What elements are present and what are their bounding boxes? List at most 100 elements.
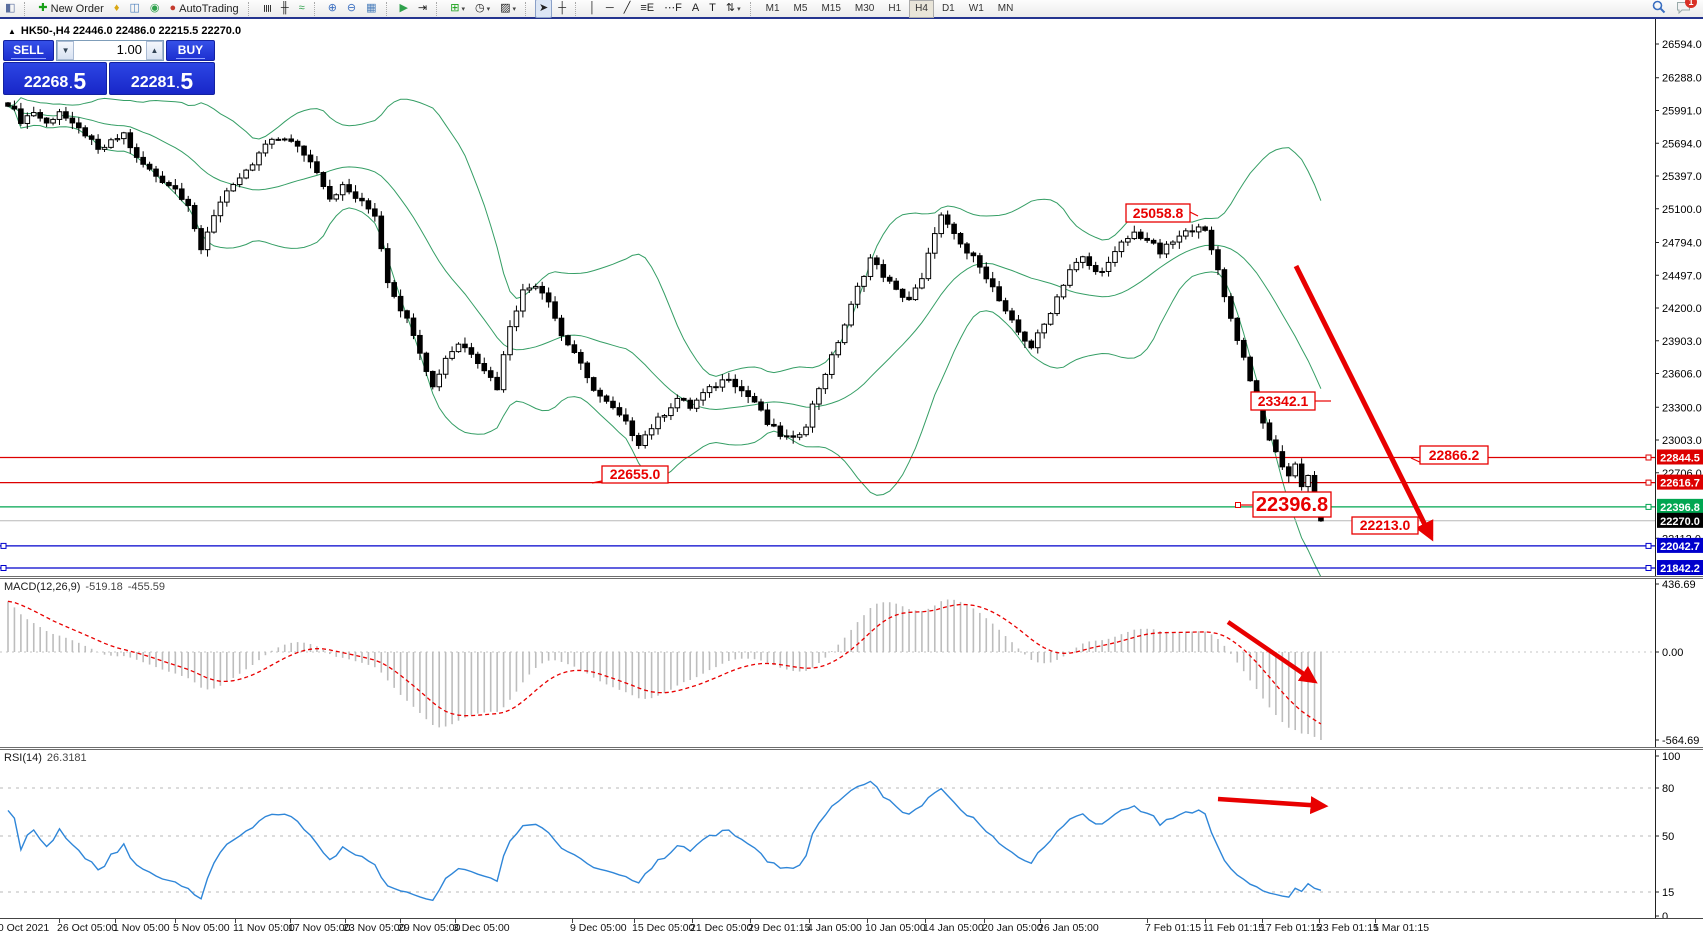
time-label: 11 Feb 01:15 [1203, 922, 1265, 934]
time-label: 15 Dec 05:00 [632, 922, 695, 934]
time-label: 26 Oct 05:00 [57, 922, 118, 934]
line-handle[interactable] [1645, 479, 1652, 486]
crosshair-tool[interactable]: ┼ [558, 2, 567, 14]
price-annotation[interactable] [1125, 203, 1191, 223]
svg-text:22396.8: 22396.8 [1660, 502, 1700, 514]
svg-text:23342.1: 23342.1 [1258, 393, 1309, 409]
autotrading-button[interactable]: ● AutoTrading [169, 2, 239, 15]
auto-scroll-icon[interactable]: ▶ [399, 2, 409, 14]
chart-window: 26594.0 26288.0 25991.0 25694.0 25397.0 25100… [0, 19, 1703, 937]
equidistant-channel-tool[interactable]: ≡E [640, 2, 655, 14]
bar-chart-icon[interactable]: ≣ [260, 3, 273, 14]
timeframe-w1[interactable]: W1 [968, 3, 984, 14]
zoom-in-icon[interactable]: ⊕ [327, 2, 337, 14]
periods-icon[interactable]: ◷ ▾ [474, 2, 491, 14]
price-annotation[interactable] [1351, 516, 1419, 535]
toolbar-separator [385, 1, 392, 16]
time-axis[interactable]: 20 Oct 2021 26 Oct 05:001 Nov 05:005 Nov … [0, 918, 1703, 937]
svg-text:23606.0: 23606.0 [1662, 369, 1702, 381]
time-label: 29 Dec 01:15 [748, 922, 811, 934]
line-handle[interactable] [1645, 503, 1652, 510]
price-chart-pane[interactable]: 26594.0 26288.0 25991.0 25694.0 25397.0 25100… [0, 19, 1703, 576]
vertical-line-tool[interactable]: │ [589, 2, 596, 14]
search-icon[interactable] [1652, 0, 1666, 17]
trend-arrow[interactable] [1293, 264, 1434, 542]
price-annotation[interactable] [1419, 445, 1489, 465]
svg-text:25991.0: 25991.0 [1662, 105, 1702, 117]
toolbar-separator [313, 1, 320, 16]
trend-arrow[interactable] [1226, 620, 1318, 684]
mql-diamond-icon[interactable]: ♦ [113, 2, 120, 14]
cursor-tool[interactable]: ➤ [535, 0, 553, 18]
line-chart-icon[interactable]: ≈ [298, 2, 305, 14]
line-handle[interactable] [1645, 542, 1652, 549]
volume-input[interactable]: 1.00 [116, 42, 142, 57]
one-click-trading-panel: SELL ▼ 1.00 ▲ BUY 22268. 5 22281. 5 [3, 40, 215, 95]
signals-icon[interactable]: ◉ [149, 2, 160, 14]
time-tick [1262, 919, 1263, 923]
timeframe-m1[interactable]: M1 [765, 3, 780, 14]
rsi-chart: 100 80 50 15 0 [0, 750, 1680, 918]
svg-text:26288.0: 26288.0 [1662, 73, 1702, 85]
notifications-icon[interactable]: 1 [1676, 0, 1697, 17]
horizontal-line-tool[interactable]: ─ [605, 2, 614, 14]
new-chart-icon[interactable]: ⊞ ▾ [450, 2, 465, 14]
timeframe-m15[interactable]: M15 [821, 3, 841, 14]
chart-window-icon[interactable]: ◫ [129, 2, 140, 14]
trend-arrow[interactable] [1217, 796, 1329, 815]
rsi-indicator-pane[interactable]: 100 80 50 15 0 RSI(14) 26.3181 [0, 747, 1703, 918]
timeframe-m5[interactable]: M5 [793, 3, 808, 14]
timeframe-h4[interactable]: H4 [909, 0, 934, 18]
candlestick-chart-icon[interactable]: ╫ [280, 2, 289, 14]
timeframe-m30[interactable]: M30 [854, 3, 875, 14]
price-annotation[interactable] [1252, 491, 1332, 518]
time-label: 4 Jan 05:00 [807, 922, 862, 934]
timeframe-h1[interactable]: H1 [888, 3, 902, 14]
svg-text:25058.8: 25058.8 [1133, 205, 1184, 221]
chart-profile-icon[interactable]: ◧ [5, 2, 16, 14]
arrows-tool[interactable]: ⇅ ▾ [725, 2, 741, 14]
line-handle[interactable] [0, 542, 7, 549]
volume-down-button[interactable]: ▼ [57, 41, 75, 60]
tile-windows-icon[interactable]: ▦ [366, 2, 377, 14]
collapse-triangle-icon[interactable]: ▲ [8, 27, 16, 36]
text-label-tool[interactable]: T [709, 2, 716, 14]
time-label: 17 Nov 05:00 [288, 922, 351, 934]
svg-text:22844.5: 22844.5 [1660, 452, 1700, 464]
text-tool[interactable]: A [691, 2, 700, 14]
time-label: 23 Feb 01:15 [1317, 922, 1379, 934]
volume-up-button[interactable]: ▲ [145, 41, 163, 60]
svg-text:24200.0: 24200.0 [1662, 303, 1702, 315]
notification-badge: 1 [1685, 0, 1697, 8]
new-order-button[interactable]: ✚ New Order [38, 2, 104, 15]
bollinger-band-line [7, 97, 1322, 377]
buy-price[interactable]: 22281. 5 [109, 62, 215, 95]
line-handle[interactable] [1645, 565, 1652, 571]
line-handle[interactable] [1645, 454, 1652, 461]
rsi-line [7, 780, 1322, 902]
line-handle[interactable] [0, 565, 7, 571]
timeframe-mn[interactable]: MN [997, 3, 1014, 14]
svg-text:26594.0: 26594.0 [1662, 39, 1702, 51]
timeframe-d1[interactable]: D1 [941, 3, 955, 14]
time-label: 26 Jan 05:00 [1038, 922, 1099, 934]
time-label: 9 Dec 05:00 [570, 922, 627, 934]
time-tick [692, 919, 693, 923]
zoom-out-icon[interactable]: ⊖ [346, 2, 357, 14]
chart-shift-icon[interactable]: ⇥ [418, 2, 428, 14]
macd-indicator-pane[interactable]: 436.69 0.00 -564.69 MACD(12,26,9) -519.18 -4… [0, 576, 1703, 747]
trendline-tool[interactable]: ╱ [623, 2, 631, 14]
price-annotation[interactable] [1250, 391, 1316, 411]
time-label: 3 Dec 05:00 [453, 922, 510, 934]
fibonacci-tool[interactable]: ⋯F [664, 2, 682, 14]
buy-button[interactable]: BUY [165, 40, 215, 61]
sell-button[interactable]: SELL [3, 40, 55, 61]
templates-icon[interactable]: ▨ ▾ [500, 2, 517, 14]
svg-text:23300.0: 23300.0 [1662, 402, 1702, 414]
price-annotation[interactable] [601, 465, 669, 484]
time-label: 21 Dec 05:00 [690, 922, 753, 934]
sell-price[interactable]: 22268. 5 [3, 62, 108, 95]
svg-text:21842.2: 21842.2 [1660, 563, 1700, 575]
macd-chart: 436.69 0.00 -564.69 [0, 579, 1699, 747]
